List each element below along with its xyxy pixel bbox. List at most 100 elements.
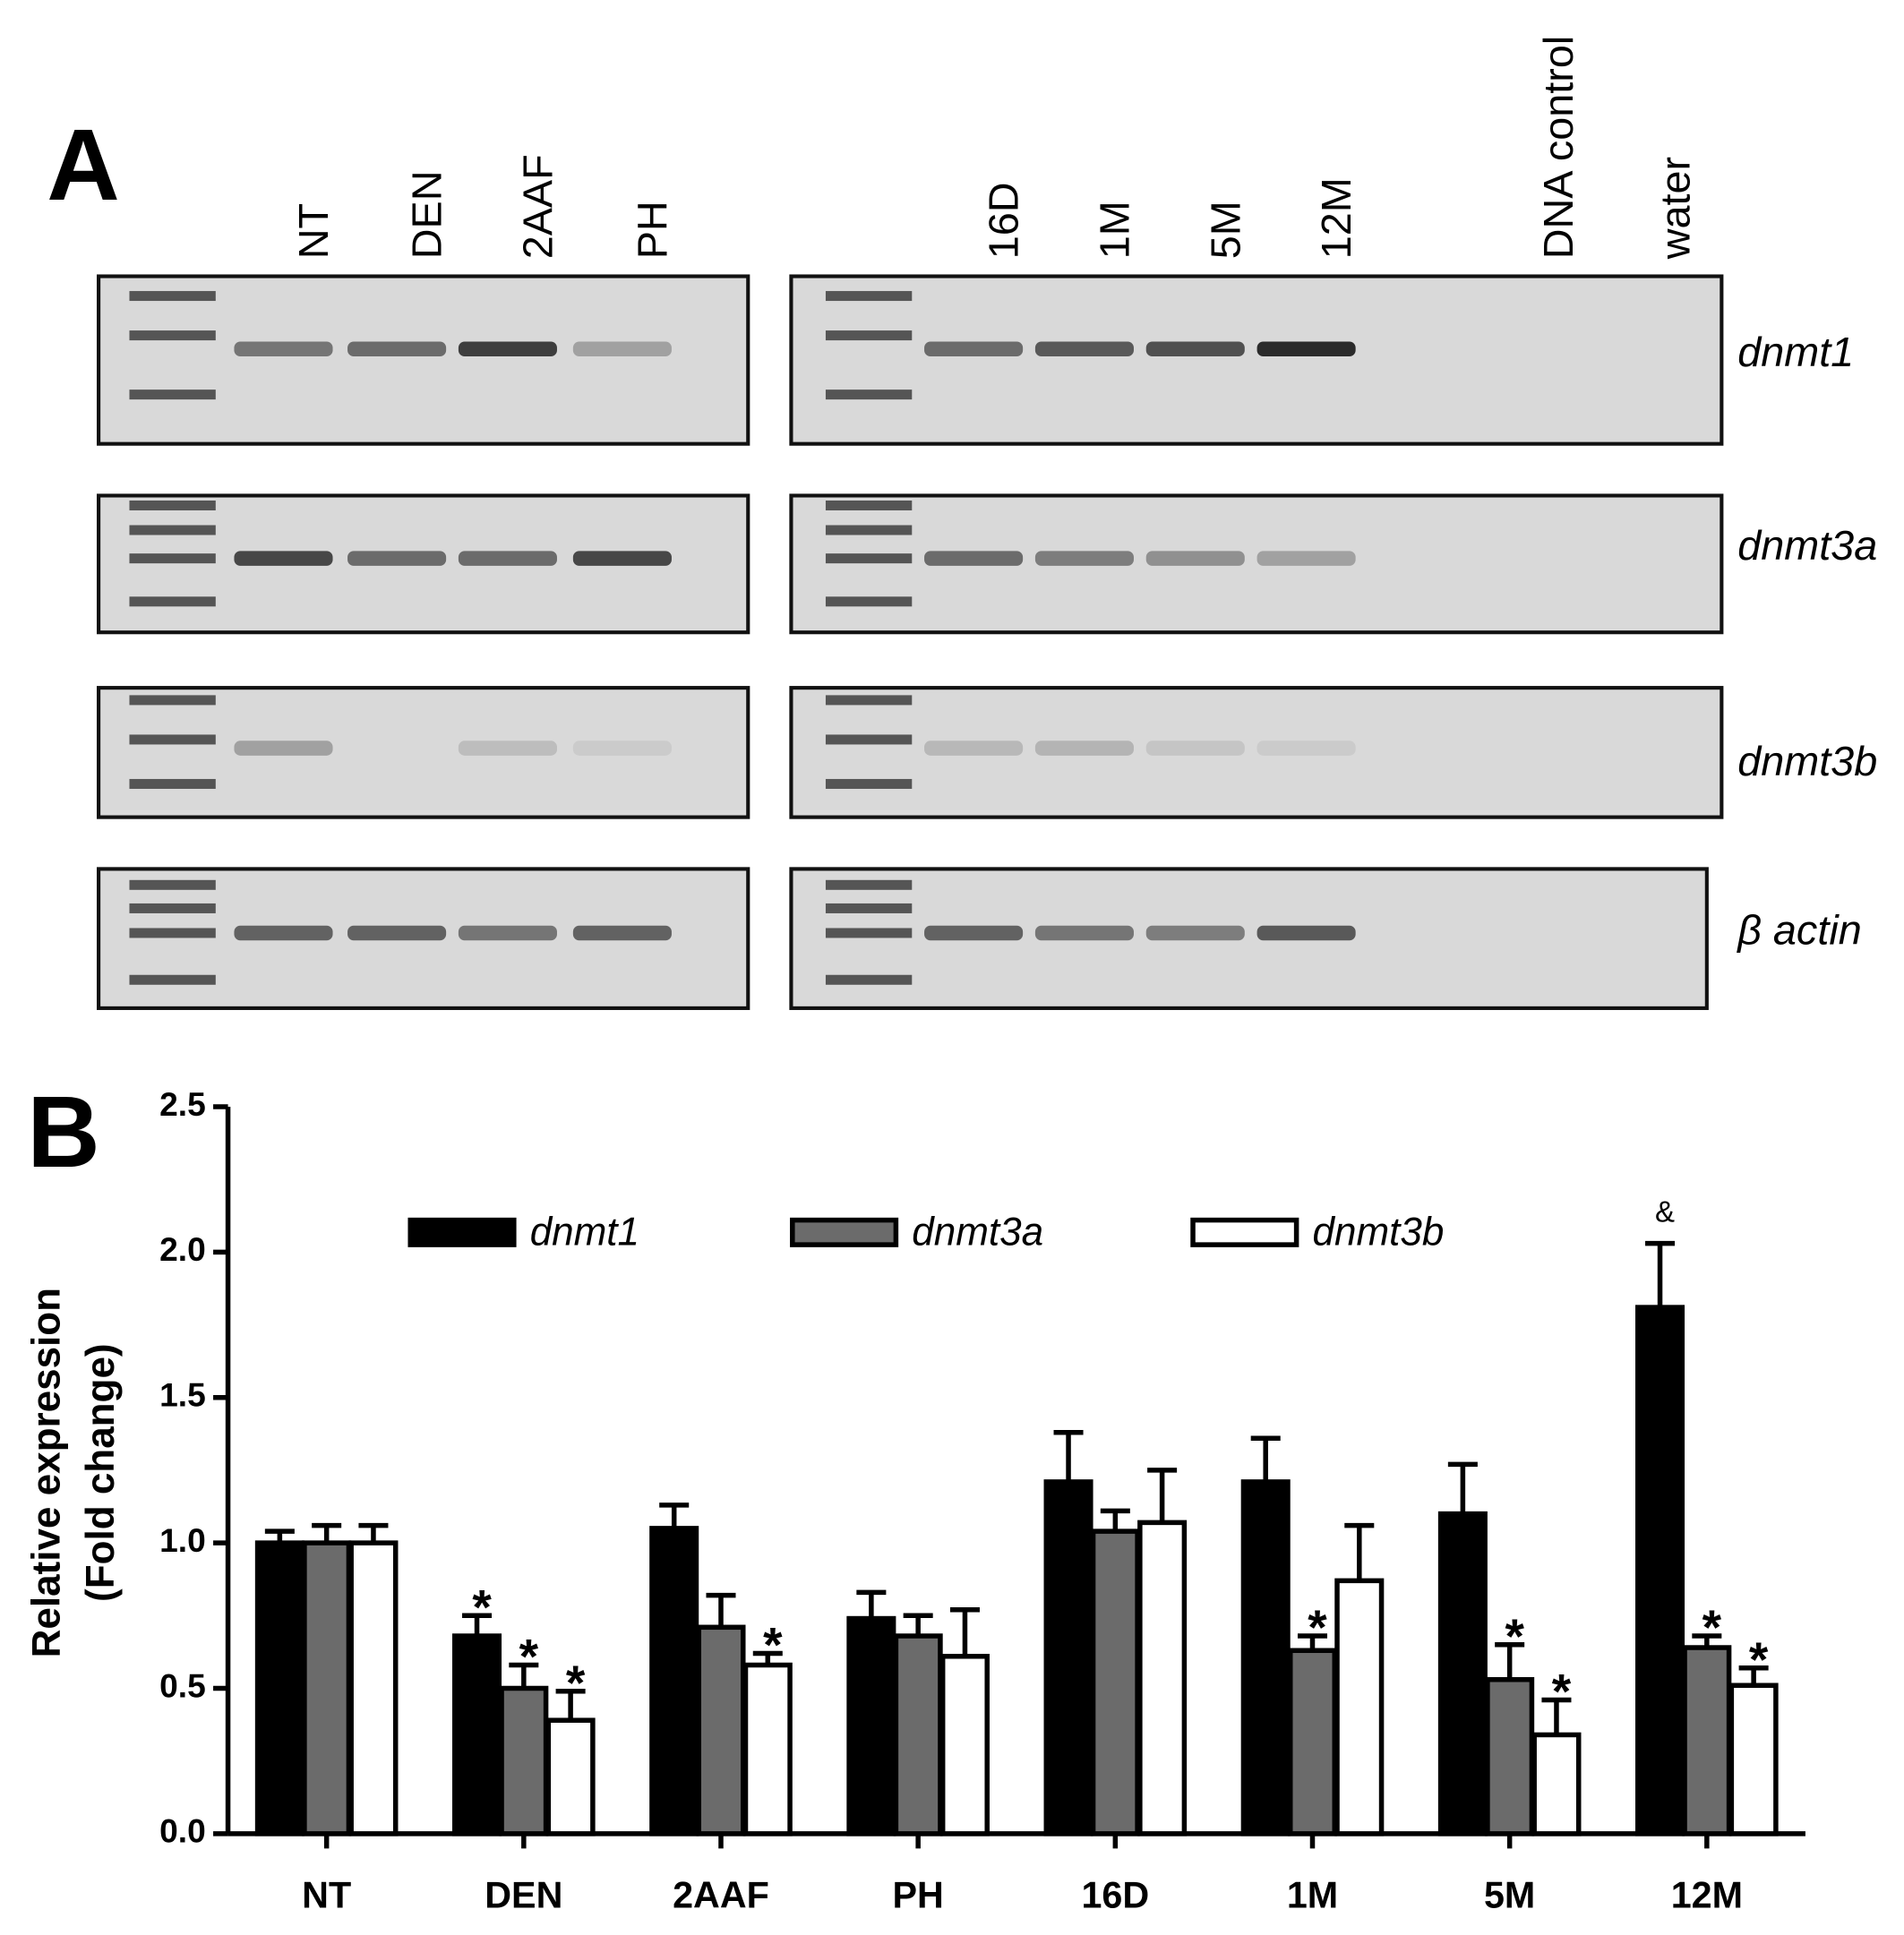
gel-band	[234, 551, 333, 566]
ladder-band	[129, 330, 216, 341]
ladder-band	[129, 500, 216, 510]
significance-marker: *	[1308, 1599, 1327, 1655]
significance-marker: *	[1552, 1664, 1572, 1719]
gel-band	[1034, 741, 1134, 756]
gel-band	[1256, 551, 1356, 566]
legend-swatch	[1190, 1217, 1299, 1247]
bar	[696, 1624, 746, 1837]
significance-marker: &	[1655, 1194, 1675, 1228]
gene-label: dnmt3a	[1737, 522, 1877, 569]
gel-band	[458, 925, 557, 941]
y-axis-label-line: Relative expression	[25, 1288, 69, 1657]
y-tick-label: 1.5	[159, 1376, 206, 1414]
bar	[1287, 1648, 1338, 1837]
ladder-band	[129, 778, 216, 789]
x-tick-label: 16D	[1081, 1874, 1149, 1915]
significance-marker: *	[519, 1629, 539, 1684]
ladder-band	[129, 525, 216, 535]
bar	[1635, 1305, 1685, 1837]
ladder-band	[825, 596, 913, 607]
significance-marker: *	[1749, 1631, 1769, 1687]
gel-band	[572, 741, 672, 756]
panel-label: A	[47, 108, 119, 221]
gel-band	[1145, 741, 1245, 756]
ladder-band	[129, 553, 216, 564]
gel-band	[1256, 741, 1356, 756]
bar	[302, 1540, 352, 1837]
y-tick-label: 2.5	[159, 1085, 206, 1123]
ladder-band	[129, 596, 216, 607]
gel-band	[1034, 551, 1134, 566]
lane-label: NT	[290, 203, 337, 259]
significance-marker: *	[566, 1655, 586, 1710]
ladder-band	[825, 734, 913, 745]
gel-band	[347, 551, 447, 566]
ladder-band	[825, 695, 913, 706]
gel	[789, 274, 1724, 446]
x-tick-label: 12M	[1671, 1874, 1743, 1915]
gel-band	[1256, 925, 1356, 941]
gel-band	[458, 741, 557, 756]
gel-band	[347, 341, 447, 356]
gel-band	[1145, 925, 1245, 941]
bar	[1240, 1479, 1291, 1837]
bar	[846, 1615, 896, 1837]
gel-band	[924, 551, 1024, 566]
ladder-band	[825, 879, 913, 890]
gel-band	[234, 925, 333, 941]
y-tick-label: 0.0	[159, 1812, 206, 1850]
gel-band	[347, 925, 447, 941]
ladder-band	[825, 525, 913, 535]
gel-band	[572, 551, 672, 566]
y-tick-label: 2.0	[159, 1230, 206, 1268]
y-tick-label: 0.5	[159, 1666, 206, 1704]
legend-label: dnmt1	[530, 1211, 639, 1254]
bar	[939, 1654, 990, 1837]
lane-label: 5M	[1202, 201, 1248, 259]
x-tick-label: DEN	[485, 1874, 562, 1915]
x-tick-label: NT	[302, 1874, 351, 1915]
gel	[97, 274, 750, 446]
gene-label: dnmt3b	[1737, 738, 1877, 784]
gel-band	[458, 551, 557, 566]
bar	[499, 1685, 549, 1837]
bar	[348, 1540, 399, 1837]
gel	[789, 867, 1709, 1010]
ladder-band	[825, 974, 913, 985]
gel-band	[924, 925, 1024, 941]
gel-band	[1034, 925, 1134, 941]
gel-band	[1145, 551, 1245, 566]
lane-label: 2AAF	[514, 154, 561, 259]
lane-label: DEN	[404, 171, 450, 260]
bar	[1728, 1682, 1779, 1837]
y-axis-label-line: (Fold change)	[79, 1343, 123, 1602]
ladder-band	[129, 903, 216, 913]
ladder-band	[825, 903, 913, 913]
bar	[545, 1717, 596, 1837]
legend-swatch	[407, 1217, 517, 1247]
bar	[649, 1526, 699, 1837]
ladder-band	[825, 500, 913, 510]
significance-marker: *	[1505, 1608, 1524, 1664]
bar	[254, 1540, 304, 1837]
y-axis-label: Relative expression (Fold change)	[25, 1288, 124, 1657]
lane-label: 12M	[1313, 177, 1359, 259]
ladder-band	[825, 330, 913, 341]
bar	[1437, 1511, 1488, 1837]
lane-label: PH	[629, 201, 675, 259]
gel-band	[1256, 341, 1356, 356]
gel	[789, 686, 1724, 819]
ladder-band	[825, 928, 913, 938]
gel-band	[234, 341, 333, 356]
x-tick-label: 2AAF	[673, 1874, 769, 1915]
x-tick-label: 5M	[1484, 1874, 1535, 1915]
x-tick-label: 1M	[1287, 1874, 1338, 1915]
gel-band	[572, 341, 672, 356]
panel-label: B	[27, 1075, 99, 1188]
lane-label: DNA control	[1535, 36, 1582, 260]
y-tick-label: 1.0	[159, 1521, 206, 1559]
ladder-band	[129, 928, 216, 938]
gel-band	[924, 341, 1024, 356]
bar	[1090, 1528, 1140, 1837]
